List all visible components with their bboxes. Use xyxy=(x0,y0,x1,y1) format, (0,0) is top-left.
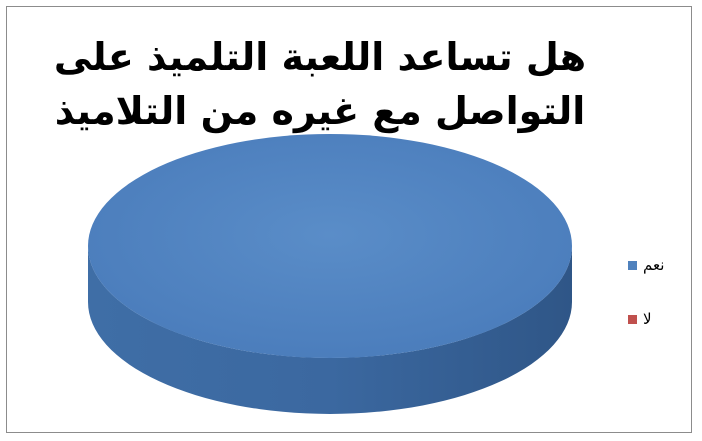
legend-swatch-no xyxy=(628,314,637,324)
legend-label-yes: نعم xyxy=(643,256,665,274)
legend-item-yes: نعم xyxy=(628,255,664,275)
pie-slice-yes xyxy=(88,134,572,358)
legend-label-no: لا xyxy=(643,310,652,328)
pie-side xyxy=(88,246,572,414)
legend-swatch-yes xyxy=(628,260,637,270)
legend: نعم لا xyxy=(628,255,664,363)
legend-item-no: لا xyxy=(628,309,664,329)
